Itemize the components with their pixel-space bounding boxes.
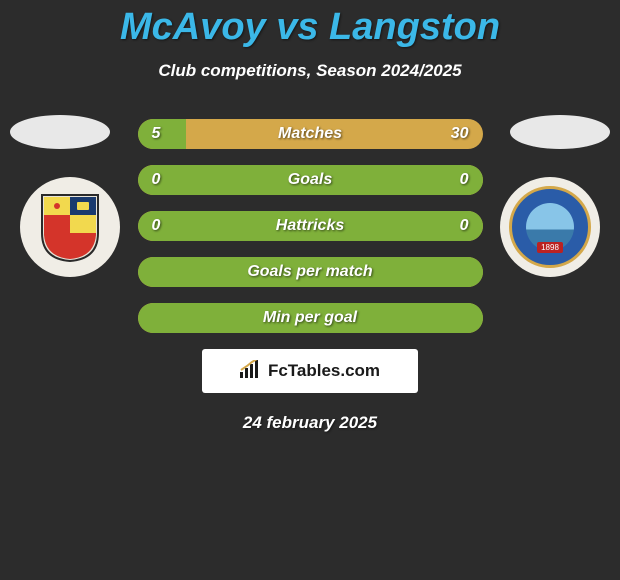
stat-row-gpm: Goals per match: [138, 257, 483, 287]
player-shadow-left: [10, 115, 110, 149]
badge-year: 1898: [537, 242, 563, 253]
stat-right-value: 30: [451, 125, 469, 143]
team-crest-right: 1898: [500, 177, 600, 277]
stat-row-mpg: Min per goal: [138, 303, 483, 333]
stat-row-hattricks: 0 Hattricks 0: [138, 211, 483, 241]
bar-fill: [138, 119, 186, 149]
stats-bars: 5 Matches 30 0 Goals 0 0 Hattricks 0 Goa…: [138, 119, 483, 333]
subtitle: Club competitions, Season 2024/2025: [0, 61, 620, 81]
date-label: 24 february 2025: [0, 413, 620, 433]
player-shadow-right: [510, 115, 610, 149]
stat-label: Goals per match: [247, 263, 372, 281]
stat-right-value: 0: [460, 171, 469, 189]
logo-text: FcTables.com: [268, 361, 380, 381]
stat-right-value: 0: [460, 217, 469, 235]
stat-left-value: 5: [152, 125, 161, 143]
chart-icon: [240, 360, 262, 383]
stat-row-goals: 0 Goals 0: [138, 165, 483, 195]
stat-label: Matches: [278, 125, 342, 143]
stat-label: Goals: [288, 171, 332, 189]
page-title: McAvoy vs Langston: [0, 0, 620, 49]
stat-label: Hattricks: [276, 217, 344, 235]
team-crest-left: [20, 177, 120, 277]
source-logo: FcTables.com: [202, 349, 418, 393]
stat-row-matches: 5 Matches 30: [138, 119, 483, 149]
stat-left-value: 0: [152, 217, 161, 235]
stat-left-value: 0: [152, 171, 161, 189]
badge-icon: 1898: [509, 186, 591, 268]
stat-label: Min per goal: [263, 309, 357, 327]
shield-icon: [39, 192, 101, 262]
comparison-panel: 1898 5 Matches 30 0 Goals 0 0 Hattricks …: [0, 119, 620, 433]
